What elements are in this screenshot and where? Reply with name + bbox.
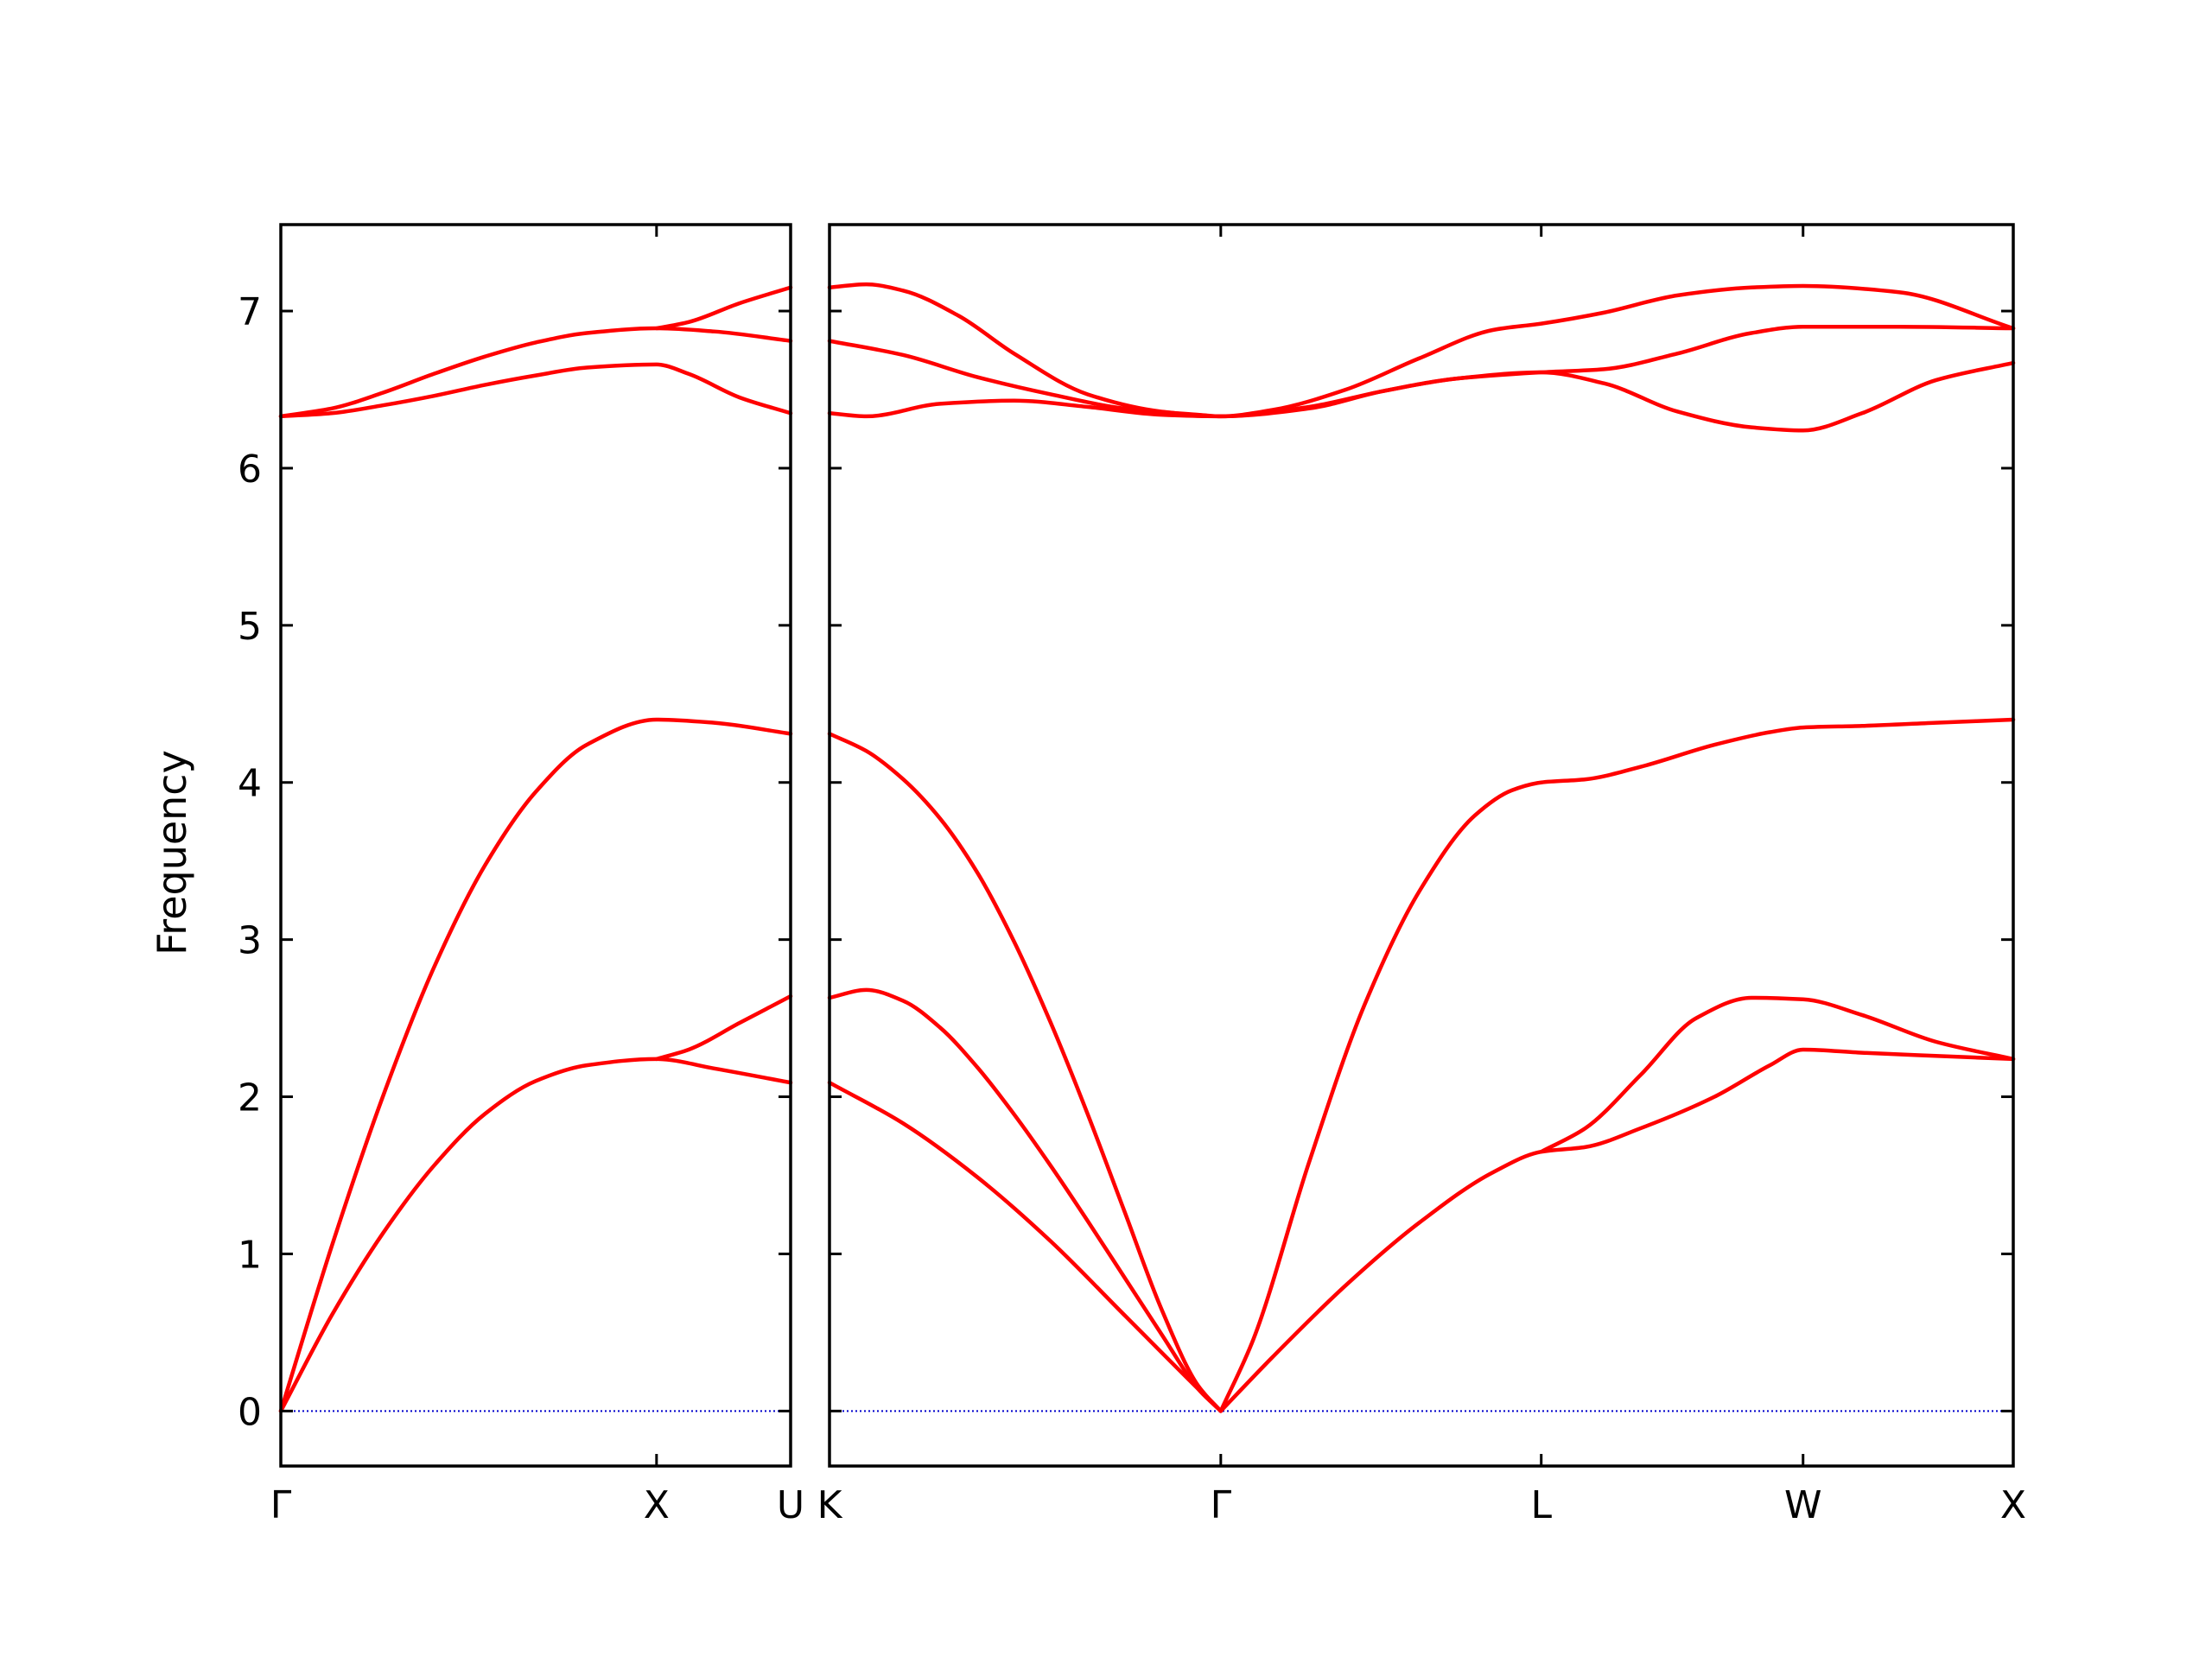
- y-tick-label: 3: [238, 919, 262, 963]
- tick-labels-layer: 0 1 2 3 4 5 6 7 Γ X U K Γ L W X: [238, 290, 2026, 1527]
- band-line-p2-7: [827, 360, 2016, 433]
- band-line-p2-3: [827, 732, 1224, 1413]
- x-tick-label-Γ: Γ: [270, 1483, 292, 1527]
- band-line-p1-6: [654, 285, 793, 331]
- band-line-p2-5: [1539, 995, 2016, 1154]
- band-lines-layer: [278, 282, 2016, 1413]
- band-line-p2-8: [827, 324, 2016, 419]
- x-tick-label-K: K: [817, 1483, 843, 1527]
- y-tick-label: 4: [238, 762, 262, 806]
- panel-frame-1: [279, 223, 792, 1468]
- x-tick-label-Γ: Γ: [1211, 1483, 1232, 1527]
- y-tick-label: 6: [238, 447, 262, 492]
- y-tick-label: 7: [238, 290, 262, 334]
- x-tick-label-X: X: [644, 1483, 670, 1527]
- band-line-p1-5: [278, 326, 793, 419]
- y-tick-label: 2: [238, 1076, 262, 1120]
- band-line-p1-3: [654, 993, 793, 1062]
- band-line-p2-2: [827, 987, 1224, 1413]
- panel-frame-2: [828, 223, 2015, 1468]
- band-line-p1-2: [278, 717, 793, 1413]
- band-line-p1-4: [278, 362, 793, 419]
- x-tick-label-U: U: [777, 1483, 804, 1527]
- x-tick-label-W: W: [1784, 1483, 1822, 1527]
- y-tick-label: 1: [238, 1233, 262, 1277]
- y-tick-label: 0: [238, 1390, 262, 1434]
- x-tick-label-L: L: [1530, 1483, 1552, 1527]
- ticks-layer: [279, 225, 2015, 1466]
- band-line-p1-1: [278, 1057, 793, 1413]
- band-line-p2-6: [1218, 717, 2016, 1413]
- y-tick-label: 5: [238, 605, 262, 649]
- x-tick-label-X: X: [2000, 1483, 2026, 1527]
- panel-frames-layer: [279, 223, 2015, 1468]
- y-axis-label: Frequency: [149, 750, 195, 955]
- band-line-p2-9: [827, 282, 2016, 419]
- band-line-p2-4: [1218, 1047, 2016, 1413]
